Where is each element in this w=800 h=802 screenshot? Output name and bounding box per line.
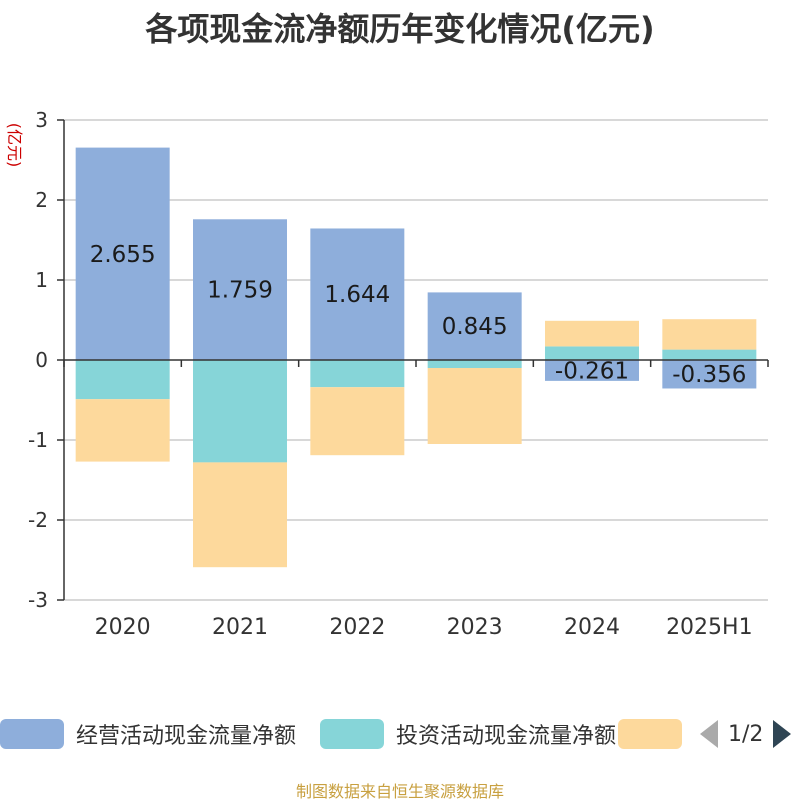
data-label-2024: -0.261 — [555, 358, 629, 384]
bar-2024-series-1[interactable] — [545, 346, 639, 360]
bar-2023-series-2[interactable] — [427, 368, 522, 444]
legend: 经营活动现金流量净额 投资活动现金流量净额 1/2 — [0, 714, 800, 754]
legend-label-investing: 投资活动现金流量净额 — [396, 724, 617, 749]
bar-2024-series-2[interactable] — [545, 320, 639, 347]
legend-item-operating[interactable]: 经营活动现金流量净额 — [0, 714, 296, 754]
legend-label-operating: 经营活动现金流量净额 — [76, 724, 297, 749]
bar-2023-series-1[interactable] — [427, 360, 522, 368]
x-tick-label: 2023 — [447, 615, 503, 640]
legend-swatch-operating — [0, 719, 64, 749]
x-tick-label: 2021 — [212, 615, 268, 640]
x-tick-label: 2024 — [564, 615, 620, 640]
x-tick-label: 2022 — [329, 615, 385, 640]
bar-2025H1-series-0[interactable] — [662, 360, 757, 389]
pager-prev-icon[interactable] — [700, 720, 718, 748]
bar-2024-series-0[interactable] — [545, 360, 639, 381]
x-tick-label: 2020 — [95, 615, 151, 640]
legend-pager: 1/2 — [700, 714, 792, 754]
bar-2020-series-0[interactable] — [75, 147, 170, 360]
data-label-2020: 2.655 — [90, 242, 156, 268]
data-labels: 2.655 1.759 1.644 0.845 -0.261 -0.356 — [90, 242, 747, 388]
data-label-2021: 1.759 — [207, 278, 273, 304]
legend-swatch-third — [618, 719, 682, 749]
stacked-bar-chart: (亿元) 3 2 1 0 -1 -2 -3 2020 2021 2022 2023 2024 2025H… — [5, 108, 769, 640]
bar-2023-series-0[interactable] — [427, 292, 522, 360]
grid-lines — [64, 119, 768, 601]
y-tick-label: -3 — [28, 588, 48, 612]
legend-item-third[interactable] — [618, 714, 682, 754]
y-tick-label: -2 — [28, 508, 48, 532]
bar-2022-series-0[interactable] — [310, 228, 405, 360]
bars — [75, 147, 757, 568]
chart-title: 各项现金流净额历年变化情况(亿元) — [145, 10, 655, 48]
bar-2021-series-1[interactable] — [193, 360, 287, 463]
bar-2020-series-1[interactable] — [75, 360, 170, 400]
bar-2020-series-2[interactable] — [75, 399, 170, 462]
source-note: 制图数据来自恒生聚源数据库 — [295, 782, 504, 801]
y-tick-label: 0 — [35, 348, 48, 372]
data-label-2022: 1.644 — [324, 282, 390, 308]
y-tick-label: 1 — [35, 268, 48, 292]
y-tick-label: 2 — [35, 188, 48, 212]
x-tick-label: 2025H1 — [666, 615, 753, 640]
axes: 3 2 1 0 -1 -2 -3 2020 2021 2022 2023 2024 2025H1 — [28, 108, 769, 640]
bar-2022-series-1[interactable] — [310, 360, 405, 388]
bar-2021-series-0[interactable] — [193, 219, 287, 360]
y-axis-unit: (亿元) — [5, 123, 24, 168]
pager-page-text: 1/2 — [728, 721, 764, 747]
y-tick-label: -1 — [28, 428, 48, 452]
data-label-2023: 0.845 — [442, 314, 508, 340]
y-tick-label: 3 — [35, 108, 48, 132]
legend-item-investing[interactable]: 投资活动现金流量净额 — [320, 714, 616, 754]
bar-2021-series-2[interactable] — [193, 462, 287, 568]
legend-swatch-investing — [320, 719, 384, 749]
data-label-2025H1: -0.356 — [672, 362, 746, 388]
pager-next-icon[interactable] — [773, 720, 792, 748]
bar-2022-series-2[interactable] — [310, 387, 405, 456]
bar-2025H1-series-2[interactable] — [662, 319, 757, 350]
bar-2025H1-series-1[interactable] — [662, 349, 757, 360]
